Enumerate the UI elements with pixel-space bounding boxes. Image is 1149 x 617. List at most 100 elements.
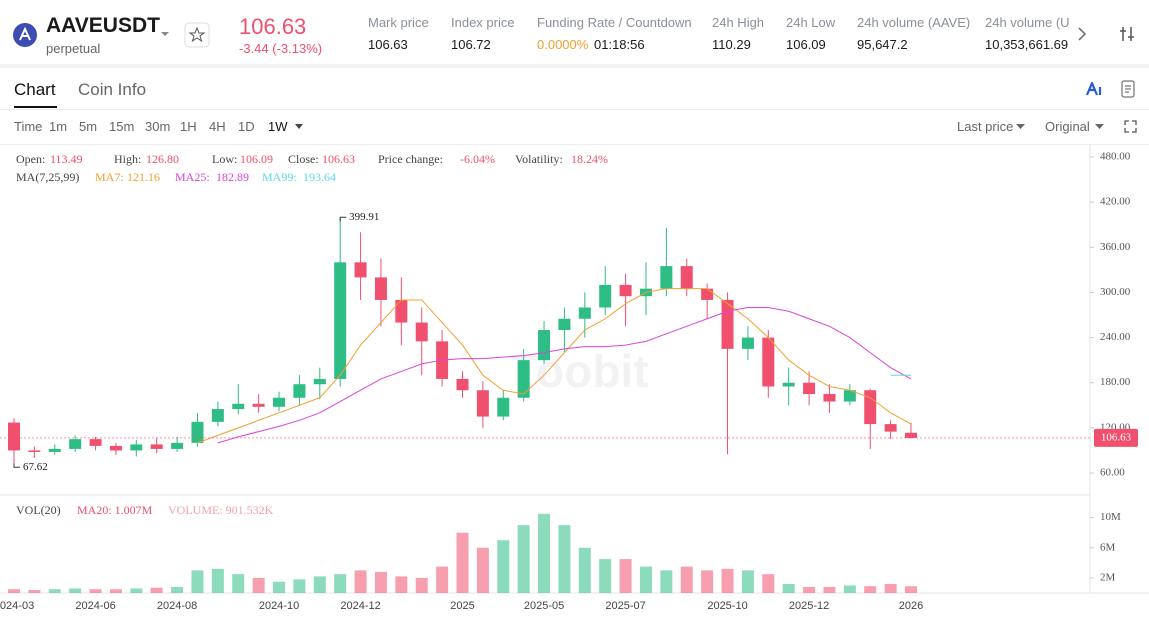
candle-body	[171, 442, 184, 449]
candle-body	[741, 337, 754, 349]
dropdown-arrow[interactable]	[160, 30, 170, 38]
interval-button[interactable]: 4H	[209, 119, 226, 134]
tab[interactable]: Chart	[14, 80, 56, 99]
candle-body	[8, 422, 20, 451]
tab-bar: Chart Coin Info	[0, 66, 1149, 110]
interval-button[interactable]: 15m	[109, 119, 135, 134]
symbol[interactable]: AAVEUSDT	[46, 14, 160, 37]
legend-title: MA(7,25,99)	[16, 170, 79, 184]
candle-body	[293, 384, 306, 398]
x-tick-label: 2025-10	[707, 600, 747, 612]
volume-bar	[639, 566, 652, 593]
x-tick-label: 2025	[450, 600, 474, 612]
view-select[interactable]: Original	[1045, 119, 1090, 134]
volume-bar	[884, 583, 897, 593]
volume-bar	[803, 586, 816, 593]
tab[interactable]: Coin Info	[78, 80, 147, 99]
candle-body	[354, 262, 367, 278]
chart: Toobit60.00120.00180.00240.00300.00360.0…	[0, 145, 1149, 612]
candle-body	[701, 288, 714, 300]
volume-bar	[619, 559, 632, 593]
candle-body	[415, 322, 428, 342]
volume-bar	[456, 532, 469, 593]
candle-body	[28, 450, 41, 452]
legend-label: Close:	[288, 152, 319, 166]
coin-logo	[13, 23, 37, 47]
volume-bar	[782, 583, 795, 593]
x-tick-label: 2025-07	[605, 600, 645, 612]
stat-label: Funding Rate / Countdown	[537, 15, 692, 30]
volume-bar	[354, 570, 367, 593]
interval-button[interactable]: 1D	[238, 119, 255, 134]
legend-value: 126.80	[146, 152, 179, 166]
scroll-right[interactable]	[1076, 26, 1088, 42]
candle-body	[884, 424, 897, 432]
volume-bar	[762, 574, 775, 593]
candle-body	[395, 299, 408, 323]
y-tick-label: 360.00	[1100, 241, 1131, 253]
stat-value: 10,353,661.69	[985, 37, 1069, 52]
candle-body	[680, 266, 693, 289]
y-tick-label: 60.00	[1100, 467, 1125, 479]
legend-value: 106.63	[322, 152, 355, 166]
legend-value: 121.16	[127, 170, 160, 184]
stat-label: 24h volume (USDT)	[985, 15, 1070, 30]
interval-button[interactable]: 5m	[79, 119, 98, 134]
candle-body	[191, 421, 204, 443]
dropdown-arrow	[295, 124, 303, 129]
stat-value: 106.72	[451, 37, 491, 52]
annotation-pointer	[13, 463, 20, 468]
y-tick-label: 180.00	[1100, 376, 1131, 388]
candle-body	[456, 378, 469, 391]
stat-value: 01:18:56	[594, 37, 645, 52]
candle-body	[89, 439, 102, 446]
interval-button[interactable]: 30m	[145, 119, 171, 134]
candle-body	[334, 262, 347, 379]
interval-button[interactable]: 1H	[180, 119, 197, 134]
vol-tick-label: 10M	[1100, 511, 1121, 523]
stat-value: 106.09	[786, 37, 826, 52]
favorite-button[interactable]	[184, 22, 210, 48]
price-type-select[interactable]: Last price	[957, 119, 1014, 134]
interval-button[interactable]: 1m	[49, 119, 68, 134]
candle-body	[150, 444, 163, 449]
volume-bar	[741, 570, 754, 593]
last-price-box	[1094, 428, 1138, 447]
volume-bar	[578, 547, 591, 593]
legend-value: 182.89	[216, 170, 249, 184]
volume-bar	[599, 559, 612, 593]
x-tick-label: 2024-12	[340, 600, 380, 612]
settings-button[interactable]	[1118, 25, 1136, 43]
stat-label: 24h volume (AAVE)	[857, 15, 971, 30]
volume-bar	[497, 540, 510, 593]
legend-label: MA7:	[95, 170, 124, 184]
volume-bar	[89, 589, 102, 593]
x-tick-label: 2024-10	[259, 600, 299, 612]
volume-bar	[395, 576, 408, 593]
candle-body	[48, 448, 61, 452]
stat-value: 0.0000%	[537, 37, 589, 52]
low-annotation: 67.62	[23, 461, 48, 473]
legend-value: MA20: 1.007M	[77, 503, 153, 517]
ma-line	[217, 306, 912, 444]
candle-body	[905, 432, 917, 438]
volume-bar	[701, 570, 714, 593]
interval-button[interactable]: 1W	[268, 119, 288, 134]
volume-bar	[28, 589, 41, 593]
volume-bar	[273, 581, 286, 593]
candle-body	[517, 360, 530, 398]
ai-icon[interactable]	[1086, 82, 1104, 96]
legend-label: Volatility:	[515, 152, 563, 166]
candle-body	[599, 284, 612, 308]
legend-value: 193.64	[303, 170, 336, 184]
notes-icon[interactable]	[1121, 80, 1135, 98]
volume-bar	[721, 568, 734, 593]
legend-value: 106.09	[240, 152, 273, 166]
fullscreen-button[interactable]	[1124, 120, 1137, 133]
header: AAVEUSDT perpetual 106.63 -3.44 (-3.13%)…	[0, 0, 1149, 68]
legend-value: 113.49	[50, 152, 83, 166]
volume-bar	[313, 576, 326, 593]
volume-bar	[109, 589, 122, 593]
y-tick-label: 300.00	[1100, 286, 1131, 298]
volume-bar	[130, 588, 143, 593]
